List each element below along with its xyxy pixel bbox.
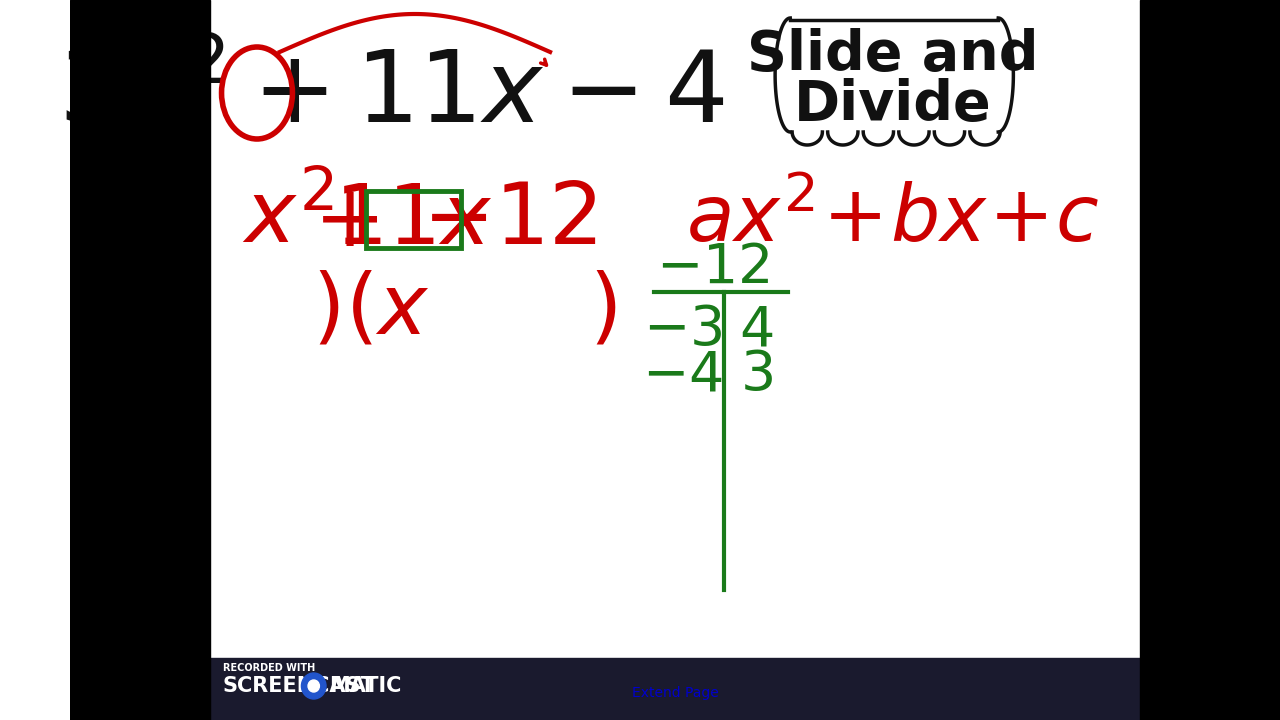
Bar: [1140, 0, 1280, 720]
Text: $(x\quad\;)(x\quad\quad)$: $(x\quad\;)(x\quad\quad)$: [128, 269, 617, 351]
Text: $-12$: $-12$: [422, 179, 596, 261]
Bar: [70, 0, 210, 720]
Text: $-4$: $-4$: [643, 348, 723, 402]
Text: Divide: Divide: [794, 78, 991, 132]
Text: $x^2$: $x^2$: [242, 179, 333, 261]
Bar: [210, 658, 1140, 720]
Text: Slide and: Slide and: [746, 28, 1038, 82]
Text: $3x^2 + 11x - 4$: $3x^2 + 11x - 4$: [58, 47, 724, 143]
Text: $ax^2\!+\!bx\!+\!c$: $ax^2\!+\!bx\!+\!c$: [686, 182, 1100, 258]
Text: SCREENCAST: SCREENCAST: [223, 676, 376, 696]
Text: RECORDED WITH: RECORDED WITH: [223, 663, 315, 673]
Text: $11x$: $11x$: [334, 179, 492, 261]
Text: $-12$: $-12$: [655, 241, 769, 295]
Circle shape: [301, 673, 326, 699]
Text: $+$: $+$: [314, 181, 379, 264]
Text: $-3$: $-3$: [643, 303, 722, 357]
Text: $3$: $3$: [740, 348, 773, 402]
Text: MATIC: MATIC: [329, 676, 401, 696]
Text: Extend Page: Extend Page: [631, 686, 718, 700]
Circle shape: [308, 680, 320, 692]
Text: $4$: $4$: [739, 303, 773, 357]
